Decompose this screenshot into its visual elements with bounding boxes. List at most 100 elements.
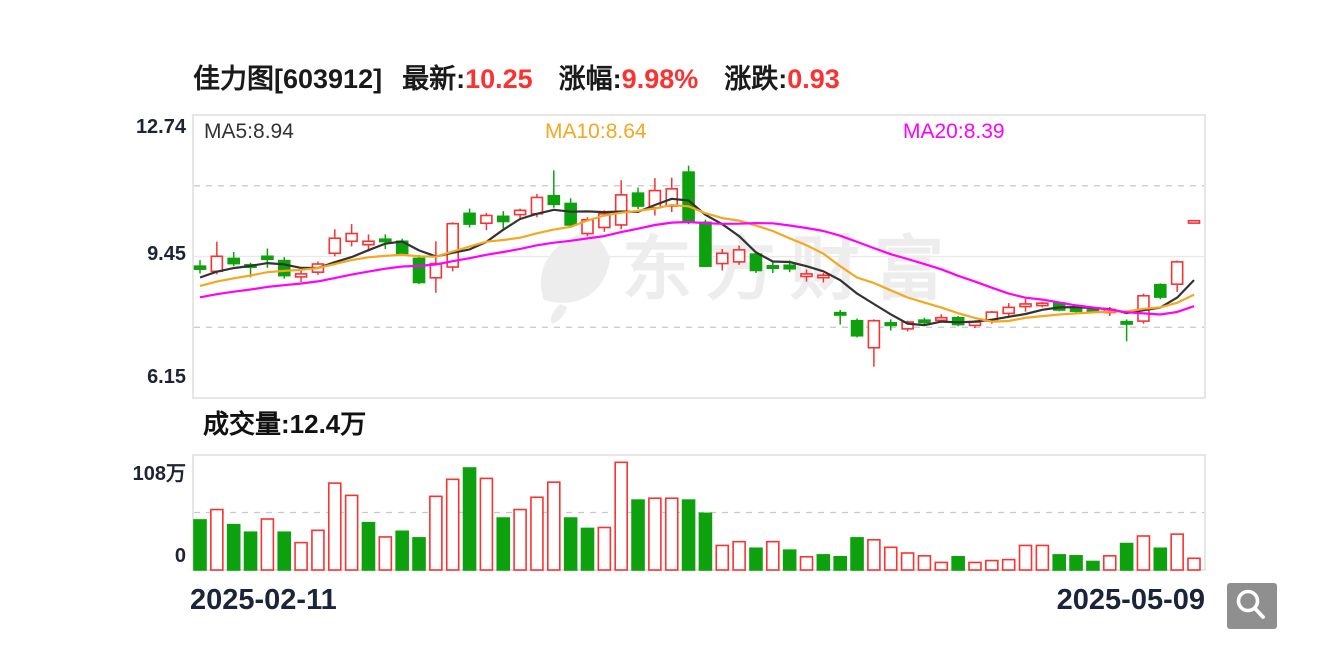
candle bbox=[598, 212, 611, 229]
volume-bar bbox=[1136, 535, 1151, 571]
candle bbox=[261, 255, 274, 261]
change-label: 涨跌: bbox=[724, 64, 788, 94]
volume-bar bbox=[193, 519, 207, 571]
volume-bar bbox=[917, 555, 932, 571]
candle bbox=[564, 202, 577, 226]
ma10-legend-label: MA10:8.64 bbox=[545, 120, 647, 143]
volume-bar bbox=[530, 496, 544, 571]
volume-bar bbox=[311, 529, 325, 571]
volume-bar bbox=[799, 555, 814, 571]
volume-bar bbox=[648, 497, 662, 571]
candle bbox=[362, 240, 375, 246]
volume-axis-tick-zero: 0 bbox=[174, 545, 186, 567]
candle bbox=[934, 316, 948, 322]
volume-bar bbox=[816, 554, 831, 571]
candle bbox=[1036, 302, 1049, 307]
volume-bar bbox=[715, 544, 730, 571]
candle bbox=[682, 171, 695, 224]
candle bbox=[614, 194, 628, 226]
volume-bar bbox=[277, 531, 292, 571]
svg-text:东方财富: 东方财富 bbox=[622, 230, 958, 308]
volume-bar bbox=[429, 495, 443, 571]
candle bbox=[867, 319, 881, 349]
candle bbox=[193, 265, 207, 270]
candle bbox=[1187, 219, 1201, 224]
candle bbox=[766, 265, 780, 270]
candle bbox=[412, 257, 426, 284]
candle bbox=[715, 252, 729, 265]
volume-bar bbox=[681, 499, 696, 571]
volume-bar bbox=[243, 531, 258, 571]
volume-bar bbox=[749, 547, 763, 571]
volume-bar bbox=[597, 526, 612, 571]
candle bbox=[1120, 320, 1133, 325]
volume-bar bbox=[513, 508, 527, 571]
candle bbox=[699, 221, 712, 267]
candle bbox=[1170, 261, 1184, 285]
candle bbox=[783, 264, 796, 270]
candle bbox=[1154, 283, 1167, 298]
change-pct-label: 涨幅: bbox=[558, 64, 622, 94]
volume-bar bbox=[546, 481, 561, 571]
candle bbox=[850, 319, 864, 337]
volume-bar bbox=[462, 467, 477, 571]
volume-bar bbox=[412, 537, 426, 571]
candle bbox=[328, 237, 342, 255]
volume-bar bbox=[1035, 544, 1050, 571]
candle bbox=[1019, 303, 1032, 308]
volume-bar bbox=[698, 512, 713, 571]
candle bbox=[277, 259, 291, 277]
volume-bar bbox=[1102, 555, 1117, 571]
latest-value: 10.25 bbox=[465, 64, 533, 94]
volume-bar bbox=[951, 555, 965, 571]
candle bbox=[1069, 307, 1083, 312]
volume-bar bbox=[479, 477, 494, 571]
volume-bar bbox=[1069, 555, 1083, 571]
candle bbox=[480, 214, 493, 225]
candle bbox=[884, 322, 898, 327]
volume-bar bbox=[361, 521, 376, 571]
volume-bar bbox=[294, 541, 308, 571]
volume-bar bbox=[496, 517, 511, 571]
ma20-legend-label: MA20:8.39 bbox=[903, 120, 1005, 143]
volume-bar bbox=[614, 461, 628, 571]
volume-bar bbox=[344, 494, 359, 571]
candle bbox=[800, 273, 813, 278]
watermark: 东方财富 bbox=[540, 230, 958, 324]
zoom-search-button[interactable] bbox=[1227, 583, 1277, 629]
gridlines bbox=[194, 185, 1204, 514]
volume-bar bbox=[900, 552, 915, 571]
candle bbox=[918, 319, 931, 324]
stock-name-code: 佳力图[603912] bbox=[193, 64, 383, 94]
change-group: 涨跌:0.93 bbox=[724, 64, 840, 94]
candle bbox=[463, 212, 476, 225]
price-axis-tick-max: 12.74 bbox=[135, 116, 186, 138]
volume-bar bbox=[260, 518, 275, 571]
change-value: 0.93 bbox=[787, 64, 840, 94]
latest-price-group: 最新:10.25 bbox=[402, 64, 533, 94]
candle bbox=[547, 194, 561, 206]
volume-bar bbox=[445, 478, 460, 571]
ma10-line bbox=[199, 204, 1195, 323]
volume-bar bbox=[327, 482, 342, 571]
x-axis-end-date: 2025-05-09 bbox=[1056, 584, 1205, 616]
candle bbox=[1002, 306, 1015, 315]
candle bbox=[665, 188, 679, 207]
candle bbox=[732, 249, 746, 263]
volume-bar bbox=[664, 497, 679, 571]
candle bbox=[496, 215, 510, 223]
ma5-legend-label: MA5:8.94 bbox=[204, 120, 294, 143]
candle bbox=[749, 253, 763, 272]
volume-bar bbox=[1187, 557, 1201, 571]
price-axis-tick-mid: 9.45 bbox=[147, 243, 186, 265]
volume-axis-tick-max: 108万 bbox=[132, 463, 186, 485]
candle bbox=[530, 196, 544, 215]
volume-bar bbox=[766, 540, 780, 571]
volume-bar bbox=[968, 561, 982, 571]
ma5-line bbox=[199, 197, 1195, 327]
chart-title: 佳力图[603912] 最新:10.25 涨幅:9.98% 涨跌:0.93 bbox=[193, 57, 866, 96]
volume-bar bbox=[782, 549, 797, 571]
volume-bar bbox=[1086, 560, 1100, 571]
candle bbox=[446, 222, 460, 268]
